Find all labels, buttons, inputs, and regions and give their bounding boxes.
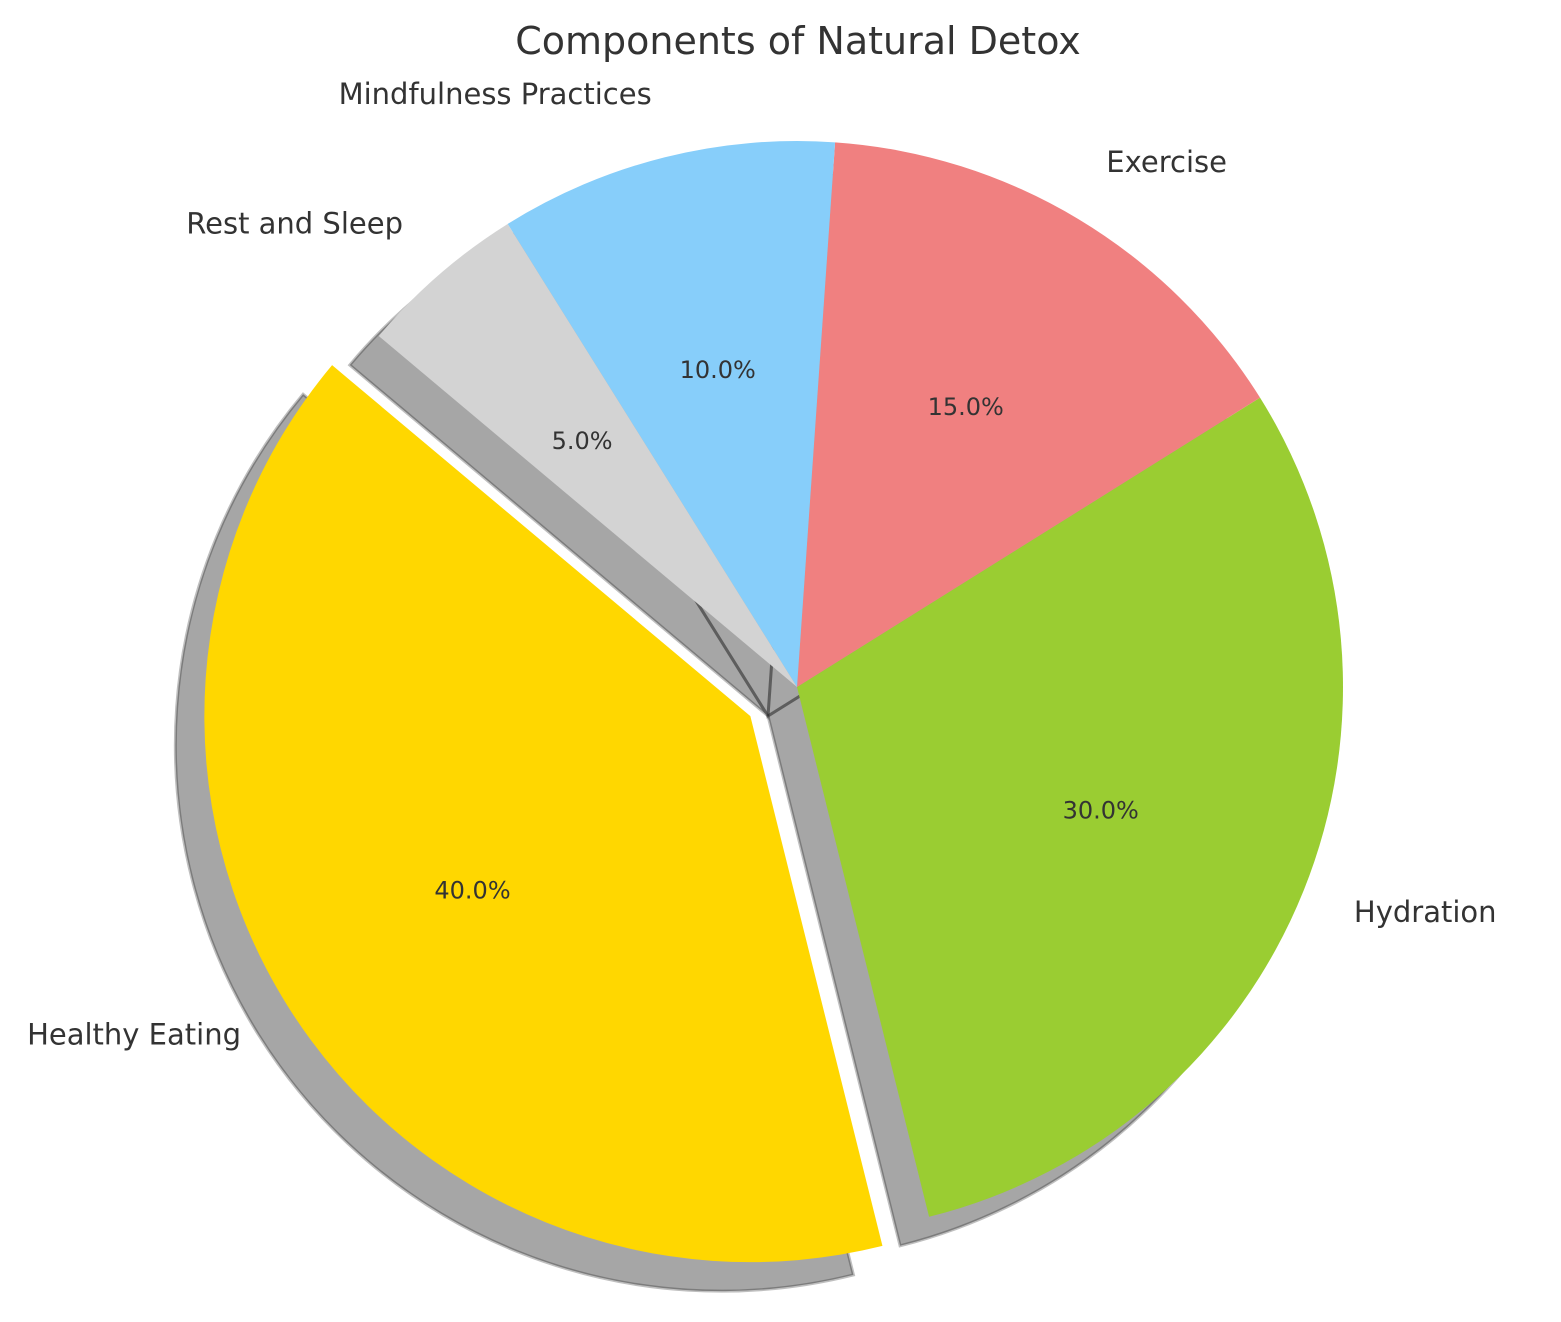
slice-layer bbox=[204, 140, 1343, 1263]
pct-label-rest-and-sleep: 5.0% bbox=[552, 427, 613, 455]
slice-healthy-eating bbox=[204, 365, 883, 1263]
slice-label-rest-and-sleep: Rest and Sleep bbox=[186, 207, 403, 241]
pct-label-exercise: 15.0% bbox=[928, 393, 1004, 421]
slice-label-mindfulness-practices: Mindfulness Practices bbox=[339, 77, 652, 111]
slice-label-hydration: Hydration bbox=[1354, 895, 1497, 929]
label-layer: Healthy Eating 40.0% Hydration 30.0% Exercis… bbox=[27, 77, 1496, 1051]
slice-label-healthy-eating: Healthy Eating bbox=[27, 1017, 241, 1051]
chart-title: Components of Natural Detox bbox=[515, 19, 1081, 63]
slice-label-exercise: Exercise bbox=[1106, 145, 1227, 179]
slice-exercise bbox=[797, 142, 1261, 687]
slice-rest-and-sleep bbox=[378, 223, 797, 687]
pct-label-mindfulness-practices: 10.0% bbox=[680, 356, 756, 384]
slice-mindfulness-practices bbox=[507, 140, 836, 688]
pct-label-hydration: 30.0% bbox=[1063, 797, 1139, 825]
slice-hydration bbox=[797, 397, 1343, 1217]
pct-label-healthy-eating: 40.0% bbox=[434, 877, 510, 905]
